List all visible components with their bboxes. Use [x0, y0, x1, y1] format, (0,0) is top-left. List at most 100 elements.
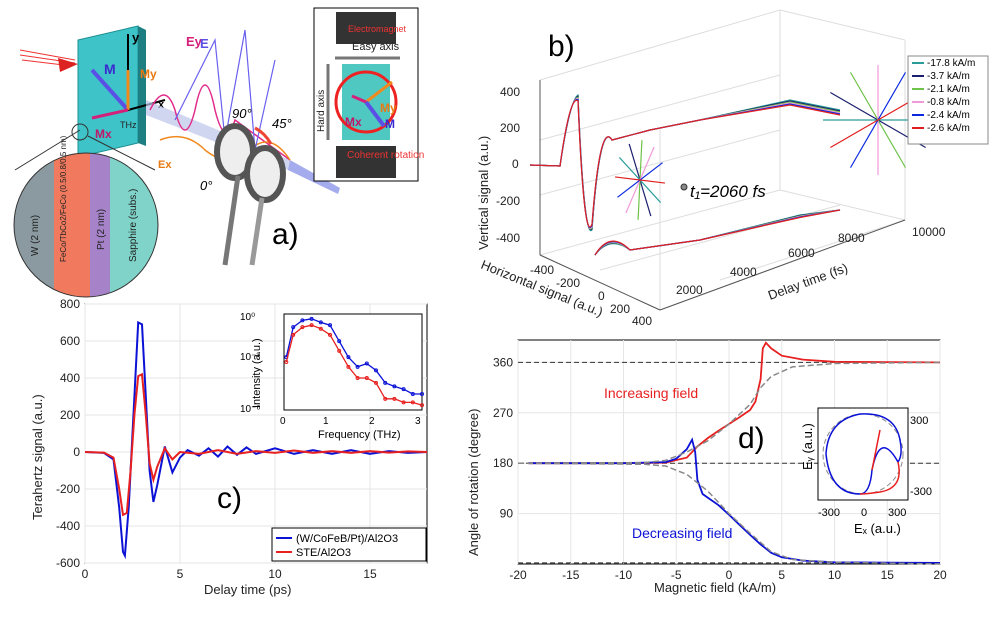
b-ytick-0: 0 — [512, 157, 519, 171]
b-ztick-4000: 4000 — [730, 265, 757, 279]
c-xtick: 0 — [82, 567, 89, 581]
coherent-rotation-label: Coherent rotation — [347, 150, 424, 161]
b-xtick-200: 200 — [610, 302, 630, 316]
panel-b-3d-plot: 400 200 0 -200 -400 Vertical signal (a.u… — [476, 9, 989, 328]
inset-m-label: M — [385, 117, 395, 131]
c-ytick: 400 — [60, 371, 80, 385]
b-ztick-2000: 2000 — [676, 283, 703, 297]
b-legend: -17.8 kA/m -3.7 kA/m -2.1 kA/m -0.8 kA/m -2.… — [907, 55, 989, 145]
ci-ytick-3: 10⁻⁶ — [240, 404, 261, 415]
electromagnet-inset: Electromagnet Easy axis My Mx M Hard axi… — [313, 7, 424, 182]
m-vector-label: M — [104, 61, 116, 77]
ci-point — [284, 360, 289, 364]
b-ztick-6000: 6000 — [788, 246, 815, 260]
b-legend-label-6: -2.6 kA/m — [927, 123, 970, 134]
d-xtick: -20 — [509, 568, 527, 582]
b-main-trace-5 — [529, 99, 841, 228]
thz-label: THz — [120, 120, 137, 130]
ci-point — [309, 323, 314, 328]
c-xtick: 10 — [268, 567, 282, 581]
y-axis-label: y — [132, 30, 140, 45]
ci-point — [355, 376, 360, 380]
hard-axis-label: Hard axis — [316, 90, 327, 132]
d-xtick: 15 — [881, 568, 895, 582]
di-xtick-2: 0 — [861, 507, 867, 519]
panel-d-letter: d) — [738, 422, 765, 455]
c-legend-series-1: (W/CoFeB/Pt)/Al2O3 — [296, 533, 398, 545]
ci-point — [300, 318, 305, 323]
c-ytick: 0 — [73, 445, 80, 459]
d-series-line-4 — [517, 462, 941, 565]
b-xtick-0: 0 — [598, 289, 605, 303]
b-ztick-10000: 10000 — [912, 225, 946, 239]
d-annotation-increasing: Increasing field — [604, 385, 698, 401]
di-xtick-3: 300 — [888, 507, 906, 519]
ci-series-line-2 — [285, 324, 423, 406]
x-axis-label: x — [158, 99, 165, 111]
b-main-trace-1 — [529, 93, 841, 232]
d-xtick: 0 — [726, 568, 733, 582]
mx-vector-label: Mx — [95, 127, 112, 141]
b-ytick-200: 200 — [500, 121, 520, 135]
ci-point — [392, 384, 397, 389]
ci-point — [401, 400, 406, 405]
c-ytick: 800 — [60, 297, 80, 311]
ci-point — [392, 396, 397, 401]
b-legend-label-5: -2.4 kA/m — [927, 110, 970, 121]
b-main-trace-2 — [529, 95, 841, 231]
b-snapshot-6 — [614, 176, 666, 184]
inset-my-label: My — [380, 101, 397, 115]
layer-pt-label: Pt (2 nm) — [96, 209, 107, 250]
b-ytick-minus400: -400 — [496, 231, 520, 245]
d-xtick: -10 — [615, 568, 633, 582]
b-legend-label-1: -17.8 kA/m — [927, 58, 975, 69]
ci-point — [337, 339, 342, 344]
di-xlabel: Eₓ (a.u.) — [854, 521, 901, 536]
ci-ylabel: Intensity (a.u.) — [251, 338, 263, 408]
d-xtick: 5 — [778, 568, 785, 582]
b-legend-label-3: -2.1 kA/m — [927, 84, 970, 95]
easy-axis-label: Easy axis — [352, 41, 400, 53]
b-ylabel: Vertical signal (a.u.) — [476, 136, 491, 250]
b-ztick-8000: 8000 — [838, 231, 865, 245]
b-bottom-projection-6 — [594, 209, 841, 256]
ci-point — [309, 316, 314, 321]
panel-a-letter: a) — [272, 218, 299, 251]
ci-point — [410, 400, 415, 405]
ci-point — [328, 323, 332, 328]
d-annotation-decreasing: Decreasing field — [632, 525, 732, 541]
ci-point — [374, 380, 378, 385]
ey-label: Ey — [186, 34, 203, 49]
ci-point — [410, 392, 415, 396]
ci-point — [318, 326, 323, 331]
c-ytick: -600 — [56, 556, 80, 570]
panel-b-letter: b) — [548, 30, 575, 63]
ci-point — [383, 380, 388, 385]
layer-feco-label: FeCo/TbCo2/FeCo (0.5/0.8/0.5 nm) — [59, 135, 68, 262]
b-xtick-minus200: -200 — [556, 276, 580, 290]
ci-xtick-1: 1 — [323, 416, 329, 427]
panel-d-chart: -20 -15 -10 -5 0 5 10 15 20 90 180 270 360 Angle of … — [466, 339, 947, 595]
ci-xtick-2: 2 — [369, 416, 375, 427]
b-ytick-400: 400 — [500, 85, 520, 99]
panel-a-schematic: y x M My Mx THz Ey E Ex 90° 45° 0° — [13, 7, 424, 298]
d-series-line-2 — [528, 437, 941, 564]
d-xtick: -15 — [562, 568, 580, 582]
c-ytick: 200 — [60, 408, 80, 422]
b-main-trace-6 — [529, 99, 841, 228]
d-series-line-1 — [528, 341, 941, 465]
b-xtick-400: 400 — [632, 314, 652, 328]
panel-c-letter: c) — [217, 482, 242, 515]
d-inset: -300 0 300 300 -300 Eₓ (a.u.) Eᵧ (a.u.) — [800, 407, 932, 536]
c-ytick: 600 — [60, 334, 80, 348]
angle-90-label: 90° — [232, 106, 252, 121]
c-ytick: -400 — [56, 519, 80, 533]
ci-point — [337, 348, 342, 353]
ci-point — [420, 392, 424, 396]
ci-point — [318, 320, 323, 325]
c-inset: 10⁰ 10⁻³ 10⁻⁶ 0 1 2 3 Frequency (THz) In… — [240, 312, 424, 441]
ci-point — [328, 332, 332, 337]
d-ylabel: Angle of rotation (degree) — [466, 409, 481, 556]
